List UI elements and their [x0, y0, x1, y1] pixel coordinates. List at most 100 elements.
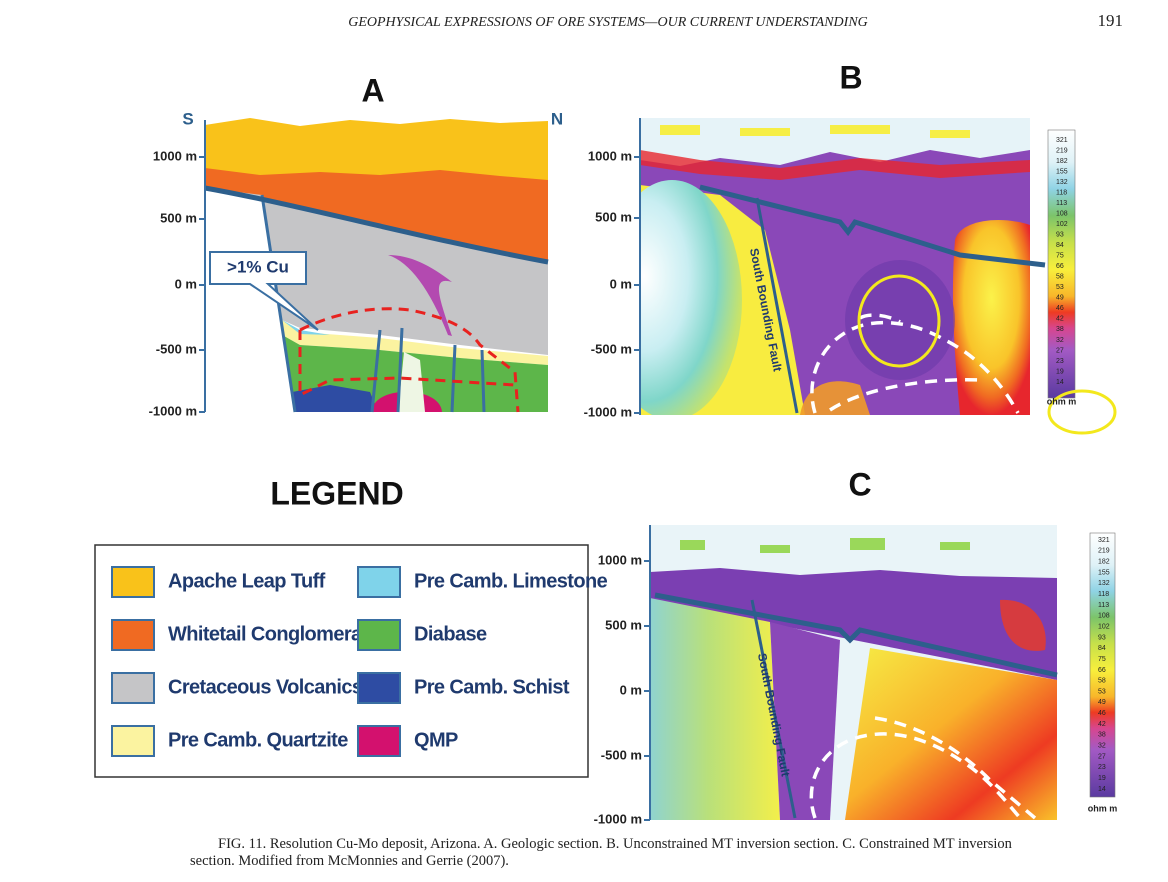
scale-label: 118 [1056, 189, 1067, 196]
scale-label: 155 [1056, 168, 1068, 175]
scale-label: 84 [1056, 242, 1064, 249]
scale-label: 108 [1098, 613, 1110, 620]
caption-label: FIG. 11. [218, 836, 267, 852]
scale-label: 58 [1056, 274, 1064, 281]
scale-label: 182 [1098, 558, 1110, 565]
scale-label: 84 [1098, 645, 1106, 652]
c-overlay [649, 525, 1116, 820]
scale-label: 219 [1098, 548, 1110, 555]
scale-label: 66 [1098, 667, 1106, 674]
caption: FIG. 11. Resolution Cu-Mo deposit, Arizo… [190, 836, 1030, 870]
legend-swatch [111, 566, 155, 598]
y-tick-label: 500 m [595, 209, 632, 224]
scale-label: 132 [1098, 580, 1110, 587]
scale-label: 46 [1056, 305, 1064, 312]
mt-section-b [640, 118, 1030, 415]
scale-label: 75 [1098, 656, 1106, 663]
scale-label: 32 [1056, 337, 1064, 344]
scale-label: 46 [1098, 710, 1106, 717]
scale-label: 23 [1056, 358, 1064, 365]
callout-label: >1% Cu [227, 257, 289, 276]
scale-label: 42 [1098, 721, 1106, 728]
scale-label: 108 [1056, 210, 1068, 217]
scale-unit: ohm m [1088, 803, 1118, 813]
legend-swatch [357, 619, 401, 651]
y-tick-label: -1000 m [584, 404, 632, 419]
scale-label: 58 [1098, 678, 1106, 685]
scale-label: 19 [1056, 368, 1064, 375]
legend-title: LEGEND [270, 475, 403, 511]
scale-label: 118 [1098, 591, 1109, 598]
scale-label: 27 [1056, 347, 1064, 354]
scale-label: 321 [1098, 537, 1110, 544]
y-tick-label: -500 m [591, 341, 632, 356]
panel-label: C [848, 466, 871, 502]
scale-label: 42 [1056, 316, 1064, 323]
scale-label: 14 [1098, 786, 1106, 793]
scale-label: 321 [1056, 137, 1068, 144]
legend-label: Diabase [414, 623, 487, 645]
legend-label: Apache Leap Tuff [168, 570, 326, 592]
scale-label: 113 [1056, 200, 1067, 207]
scale-label: 49 [1056, 295, 1064, 302]
scale-label: 27 [1098, 753, 1106, 760]
legend-label: Whitetail Conglomerate [168, 623, 379, 645]
scale-label: 93 [1056, 232, 1064, 239]
scale-label: 32 [1098, 743, 1106, 750]
scale-label: 113 [1098, 602, 1109, 609]
y-tick-label: -500 m [601, 747, 642, 762]
scale-label: 23 [1098, 764, 1106, 771]
legend-swatch [111, 725, 155, 757]
panel-label: A [361, 72, 384, 108]
y-tick-label: 500 m [605, 617, 642, 632]
legend-box [94, 544, 589, 778]
legend-label: Cretaceous Volcanics [168, 676, 363, 698]
scale-label: 19 [1098, 775, 1106, 782]
legend-label: Pre Camb. Schist [414, 676, 570, 698]
geologic-section [204, 118, 549, 413]
panel-label: B [839, 59, 862, 95]
scale-label: 53 [1098, 688, 1106, 695]
scale-label: 102 [1098, 623, 1110, 630]
legend-swatch [357, 566, 401, 598]
scale-label: 155 [1098, 569, 1110, 576]
legend-label: Pre Camb. Quartzite [168, 729, 348, 751]
running-title: GEOPHYSICAL EXPRESSIONS OF ORE SYSTEMS—O… [348, 15, 868, 30]
page-number: 191 [1098, 11, 1124, 30]
legend-swatch [111, 672, 155, 704]
y-tick-label: 1000 m [598, 552, 642, 567]
scale-label: 53 [1056, 284, 1064, 291]
y-tick-label: 1000 m [588, 148, 632, 163]
y-tick-label: 0 m [620, 682, 642, 697]
legend-label: Pre Camb. Limestone [414, 570, 608, 592]
labels: A 1000 m 500 m 0 m -500 m -1000 m B 1000 m 500 m… [111, 59, 1118, 826]
y-tick-label: 1000 m [153, 148, 197, 163]
mt-section-c [650, 525, 1057, 820]
caption-text: Resolution Cu-Mo deposit, Arizona. A. Ge… [190, 836, 1012, 869]
scale-unit: ohm m [1047, 396, 1077, 406]
y-tick-label: -500 m [156, 341, 197, 356]
y-tick-label: 500 m [160, 210, 197, 225]
legend-swatch [357, 725, 401, 757]
scale-label: 182 [1056, 158, 1068, 165]
scale-label: 38 [1098, 732, 1106, 739]
scale-label: 38 [1056, 326, 1064, 333]
y-tick-label: -1000 m [594, 811, 642, 826]
scale-label: 219 [1056, 147, 1068, 154]
legend-label: QMP [414, 729, 458, 751]
legend-swatch [111, 619, 155, 651]
direction-label: S [182, 109, 193, 128]
scale-label: 93 [1098, 634, 1106, 641]
b-overlay [639, 118, 1117, 435]
y-tick-label: 0 m [610, 276, 632, 291]
scale-label: 66 [1056, 263, 1064, 270]
direction-label: N [551, 109, 563, 128]
scale-label: 102 [1056, 221, 1068, 228]
scale-label: 49 [1098, 699, 1106, 706]
y-tick-label: 0 m [175, 276, 197, 291]
y-tick-label: -1000 m [149, 403, 197, 418]
scale-label: 132 [1056, 179, 1068, 186]
